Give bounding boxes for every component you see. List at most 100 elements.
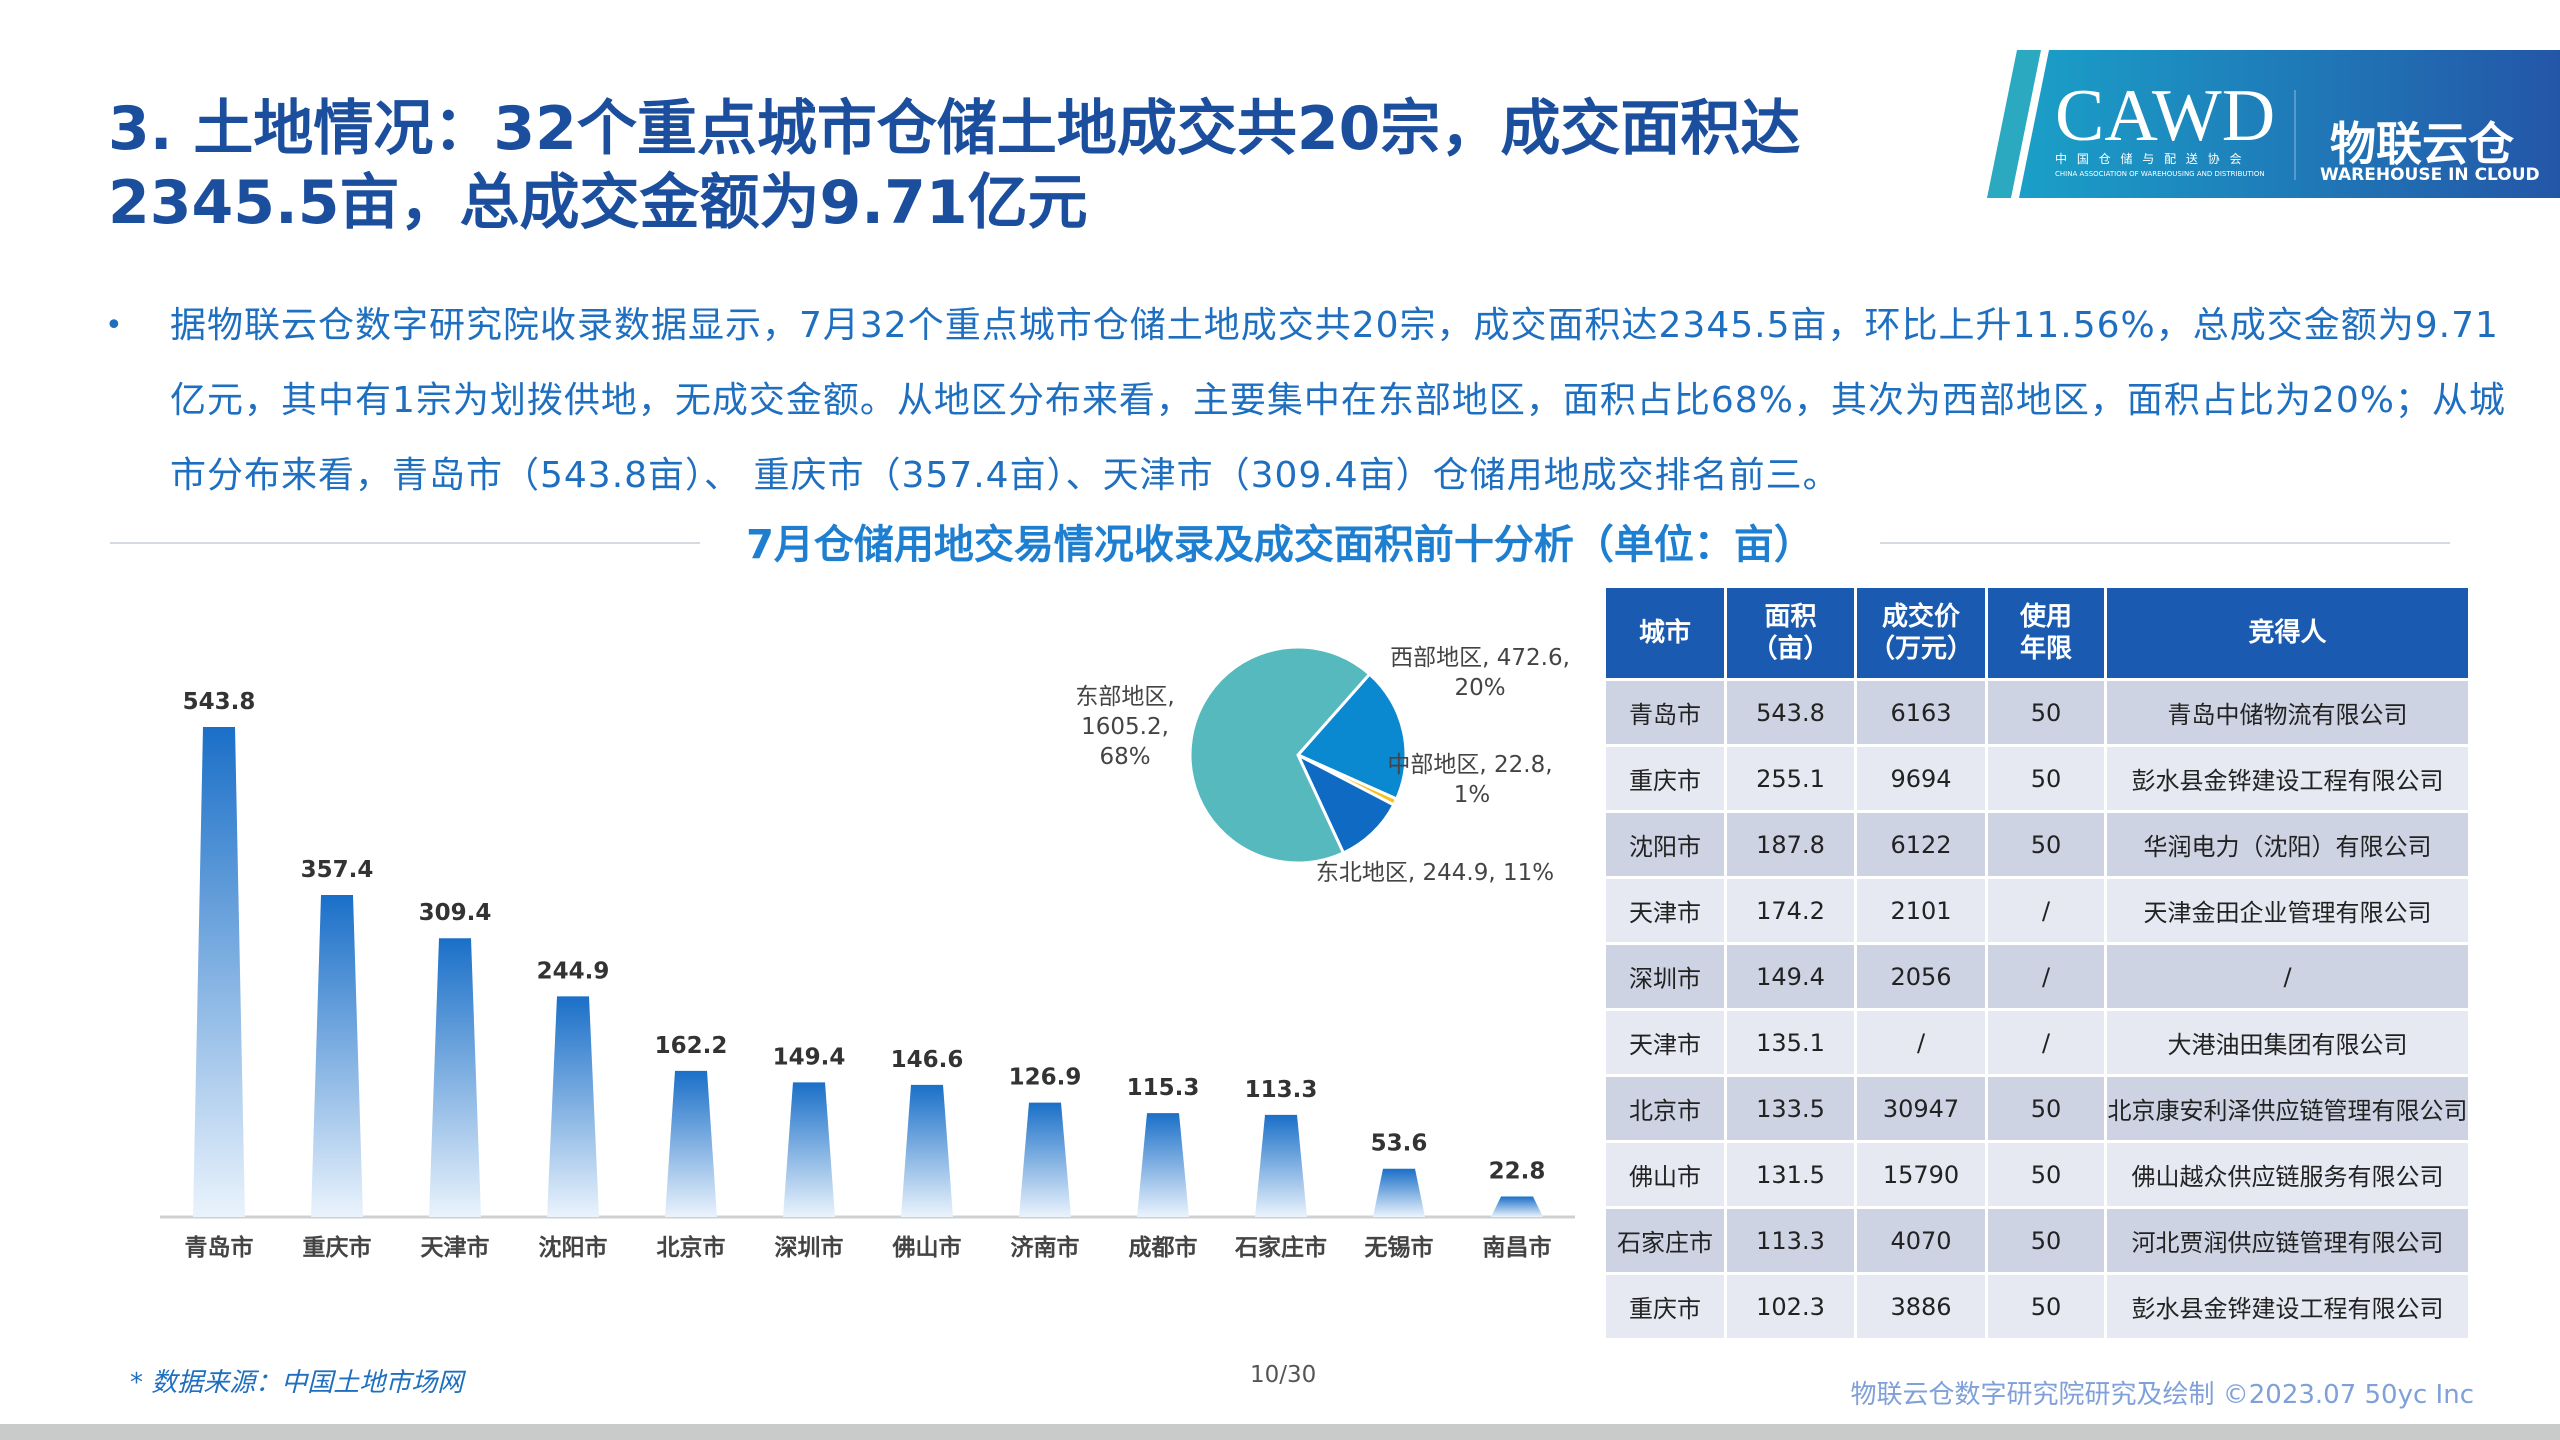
- table-cell: 3886: [1857, 1275, 1985, 1338]
- summary-text: 据物联云仓数字研究院收录数据显示，7月32个重点城市仓储土地成交共20宗，成交面…: [170, 305, 2506, 496]
- bar-value-label: 357.4: [301, 857, 374, 883]
- table-cell: 青岛中储物流有限公司: [2107, 681, 2468, 744]
- table-cell: 大港油田集团有限公司: [2107, 1011, 2468, 1074]
- page-number: 10/30: [1250, 1362, 1317, 1388]
- category-label: 南昌市: [1483, 1234, 1552, 1261]
- brand-logo: CAWD 中 国 仓 储 与 配 送 协 会 CHINA ASSOCIATION…: [1987, 50, 2560, 198]
- table-cell: 河北贾润供应链管理有限公司: [2107, 1209, 2468, 1272]
- chart-header: 7月仓储用地交易情况收录及成交面积前十分析（单位：亩）: [110, 512, 2450, 572]
- pie-label: 68%: [1099, 744, 1150, 770]
- table-cell: 北京市: [1606, 1077, 1724, 1140]
- category-label: 济南市: [1011, 1234, 1080, 1261]
- table-row: 北京市 133.5 30947 50 北京康安利泽供应链管理有限公司: [1606, 1077, 2468, 1140]
- bar-北京市: [665, 1070, 717, 1217]
- bar-成都市: [1137, 1113, 1189, 1217]
- bar-value-label: 113.3: [1245, 1077, 1318, 1103]
- bullet-icon: •: [105, 308, 124, 343]
- logo-cawd-cn: 中 国 仓 储 与 配 送 协 会: [2055, 151, 2245, 166]
- table-cell: 天津市: [1606, 879, 1724, 942]
- table-cell: 天津市: [1606, 1011, 1724, 1074]
- table-row: 青岛市 543.8 6163 50 青岛中储物流有限公司: [1606, 681, 2468, 744]
- table-cell: 255.1: [1727, 747, 1854, 810]
- table-cell: 50: [1988, 1143, 2104, 1206]
- divider: [1880, 542, 2450, 544]
- table-row: 深圳市 149.4 2056//: [1606, 945, 2468, 1008]
- table-cell: 50: [1988, 747, 2104, 810]
- table-cell: 北京康安利泽供应链管理有限公司: [2107, 1077, 2468, 1140]
- pie-label: 东北地区, 244.9, 11%: [1316, 860, 1554, 886]
- category-label: 天津市: [421, 1234, 490, 1261]
- title-line-2: 2345.5亩，总成交金额为9.71亿元: [108, 168, 1088, 238]
- category-label: 沈阳市: [539, 1234, 608, 1261]
- bar-沈阳市: [547, 996, 599, 1217]
- table-cell: 2101: [1857, 879, 1985, 942]
- table-cell: 重庆市: [1606, 1275, 1724, 1338]
- table-cell: 彭水县金铧建设工程有限公司: [2107, 1275, 2468, 1338]
- bar-深圳市: [783, 1082, 835, 1217]
- table-header-row: 城市 面积 （亩） 成交价 （万元） 使用 年限 竞得人: [1606, 588, 2468, 678]
- table-cell: 135.1: [1727, 1011, 1854, 1074]
- logo-cawd-en: CHINA ASSOCIATION OF WAREHOUSING AND DIS…: [2055, 170, 2265, 178]
- table-row: 重庆市 102.3 3886 50 彭水县金铧建设工程有限公司: [1606, 1275, 2468, 1338]
- logo-cawd: CAWD: [2055, 75, 2275, 157]
- table-cell: 187.8: [1727, 813, 1854, 876]
- table-cell: 9694: [1857, 747, 1985, 810]
- table-cell: /: [1988, 945, 2104, 1008]
- column-header: 竞得人: [2107, 588, 2468, 678]
- table-cell: 重庆市: [1606, 747, 1724, 810]
- bar-value-label: 22.8: [1489, 1158, 1546, 1184]
- bottom-bar: [0, 1424, 2560, 1440]
- bar-value-label: 115.3: [1127, 1075, 1200, 1101]
- pie-label: 1605.2,: [1081, 714, 1169, 740]
- column-header: 城市: [1606, 588, 1724, 678]
- credit: 物联云仓数字研究院研究及绘制 ©2023.07 50yc Inc: [1850, 1380, 2474, 1410]
- table-cell: 50: [1988, 681, 2104, 744]
- bar-value-label: 309.4: [419, 900, 492, 926]
- pie-label: 20%: [1454, 675, 1505, 701]
- bar-石家庄市: [1255, 1114, 1307, 1217]
- pie-label: 西部地区, 472.6,: [1390, 645, 1570, 671]
- table-cell: 佛山越众供应链服务有限公司: [2107, 1143, 2468, 1206]
- table-cell: 沈阳市: [1606, 813, 1724, 876]
- table-cell: 30947: [1857, 1077, 1985, 1140]
- table-cell: 佛山市: [1606, 1143, 1724, 1206]
- table-cell: 2056: [1857, 945, 1985, 1008]
- category-label: 成都市: [1129, 1234, 1198, 1261]
- column-header: 成交价 （万元）: [1857, 588, 1985, 678]
- pie-label: 1%: [1454, 782, 1491, 808]
- divider: [110, 542, 700, 544]
- category-label: 重庆市: [303, 1234, 372, 1261]
- chart-title: 7月仓储用地交易情况收录及成交面积前十分析（单位：亩）: [746, 522, 1814, 568]
- table-cell: 113.3: [1727, 1209, 1854, 1272]
- bar-value-label: 543.8: [183, 689, 256, 715]
- table-row: 佛山市 131.5 15790 50 佛山越众供应链服务有限公司: [1606, 1143, 2468, 1206]
- table-cell: /: [1988, 879, 2104, 942]
- table-cell: 彭水县金铧建设工程有限公司: [2107, 747, 2468, 810]
- bar-青岛市: [193, 727, 245, 1217]
- bar-重庆市: [311, 894, 363, 1217]
- table-cell: 174.2: [1727, 879, 1854, 942]
- table-cell: 6122: [1857, 813, 1985, 876]
- table-cell: 50: [1988, 1209, 2104, 1272]
- category-label: 北京市: [657, 1234, 726, 1261]
- bar-无锡市: [1373, 1168, 1425, 1217]
- category-label: 青岛市: [185, 1234, 254, 1261]
- bar-value-label: 162.2: [655, 1033, 728, 1059]
- table-cell: 131.5: [1727, 1143, 1854, 1206]
- table-cell: 青岛市: [1606, 681, 1724, 744]
- bar-value-label: 149.4: [773, 1044, 846, 1070]
- table-cell: 华润电力（沈阳）有限公司: [2107, 813, 2468, 876]
- column-header: 使用 年限: [1988, 588, 2104, 678]
- category-label: 石家庄市: [1234, 1234, 1327, 1261]
- summary-paragraph: • 据物联云仓数字研究院收录数据显示，7月32个重点城市仓储土地成交共20宗，成…: [105, 288, 2525, 513]
- table-cell: 50: [1988, 1275, 2104, 1338]
- table-row: 天津市 135.1// 大港油田集团有限公司: [1606, 1011, 2468, 1074]
- table-cell: 深圳市: [1606, 945, 1724, 1008]
- bar-佛山市: [901, 1084, 953, 1217]
- table-cell: 133.5: [1727, 1077, 1854, 1140]
- table-cell: 50: [1988, 1077, 2104, 1140]
- bar-chart: 543.8 青岛市 357.4 重庆市 309.4 天津市 244.9 沈阳市 162.2 北京市…: [160, 689, 1575, 1261]
- bar-济南市: [1019, 1102, 1071, 1217]
- pie-chart: 西部地区, 472.6, 20% 中部地区, 22.8, 1% 东北地区, 244.9,…: [1075, 645, 1570, 886]
- bar-value-label: 244.9: [537, 958, 610, 984]
